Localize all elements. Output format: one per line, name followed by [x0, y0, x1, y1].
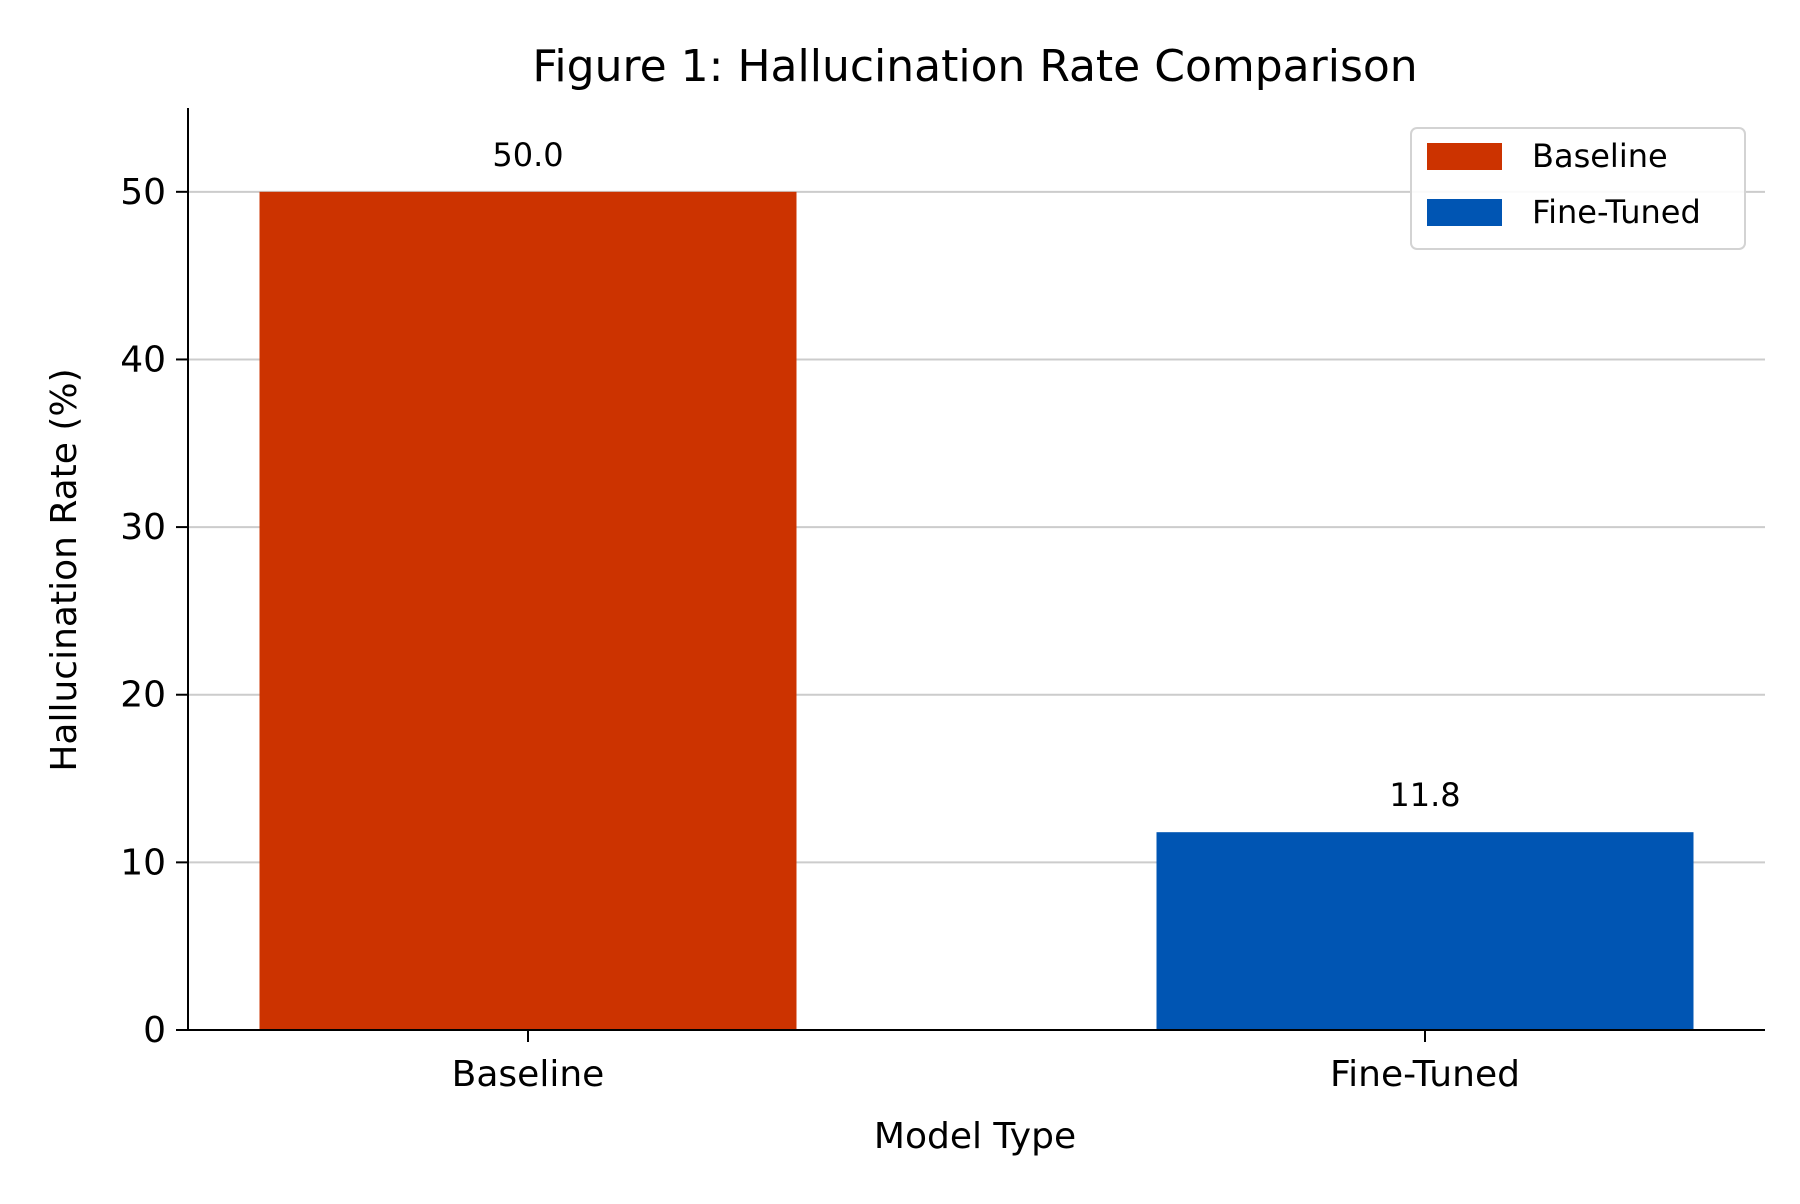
y-tick-label-1: 10: [120, 842, 166, 883]
y-tick-label-5: 50: [120, 172, 166, 213]
data-labels: 50.0 11.8: [492, 136, 1460, 814]
y-tick-label-4: 40: [120, 339, 166, 380]
axes: 0 10 20 30 40 50 Baseline Fine-Tuned: [120, 108, 1765, 1095]
y-axis-label: Hallucination Rate (%): [44, 368, 85, 771]
legend-swatch-0: [1427, 143, 1502, 170]
bar-fine-tuned: [1156, 832, 1694, 1030]
chart-title: Figure 1: Hallucination Rate Comparison: [532, 41, 1417, 92]
legend-swatch-1: [1427, 199, 1502, 226]
bars: [259, 191, 1694, 1030]
y-tick-label-3: 30: [120, 507, 166, 548]
data-label-fine-tuned: 11.8: [1389, 776, 1460, 814]
x-tick-label-0: Baseline: [452, 1054, 605, 1095]
x-axis-label: Model Type: [874, 1116, 1076, 1157]
legend: Baseline Fine-Tuned: [1410, 127, 1746, 250]
data-label-baseline: 50.0: [492, 136, 563, 174]
y-tick-label-0: 0: [143, 1010, 166, 1051]
legend-label-1: Fine-Tuned: [1532, 193, 1701, 231]
y-tick-label-2: 20: [120, 675, 166, 716]
bar-baseline: [259, 191, 797, 1030]
legend-label-0: Baseline: [1532, 137, 1668, 175]
x-tick-label-1: Fine-Tuned: [1330, 1054, 1520, 1095]
